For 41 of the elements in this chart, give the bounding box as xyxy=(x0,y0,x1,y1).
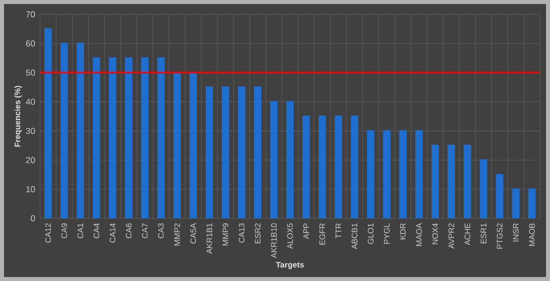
x-tick-label: ALOX5 xyxy=(287,223,293,249)
x-tick-label: ESR2 xyxy=(254,223,261,244)
x-tick-label: ACHE xyxy=(464,223,470,246)
x-tick-label: APP xyxy=(303,223,309,240)
y-tick-label: 10 xyxy=(26,186,35,192)
y-tick-label: 70 xyxy=(26,11,35,18)
x-tick-label: CA6 xyxy=(126,223,132,238)
x-tick-label: MAOA xyxy=(416,223,422,246)
x-tick-label: CA4 xyxy=(94,223,100,238)
x-tick-label: CA1 xyxy=(78,223,84,238)
x-tick-label: CA3 xyxy=(158,223,164,238)
x-tick-label: AVPR2 xyxy=(448,223,454,249)
y-axis-title: Frequencies (%) xyxy=(14,86,22,147)
x-tick-label: AKR1B1 xyxy=(206,223,212,254)
x-tick-label: CA14 xyxy=(110,223,116,243)
x-tick-label: CA7 xyxy=(142,223,148,238)
y-tick-label: 30 xyxy=(26,128,35,134)
x-tick-label: ABCB1 xyxy=(352,223,358,250)
x-tick-label: MAOB xyxy=(529,223,535,246)
x-tick-label: AKR1B10 xyxy=(271,223,277,258)
x-tick-label: TTR xyxy=(336,223,342,238)
y-tick-label: 20 xyxy=(26,156,35,164)
x-tick-label: PYGL xyxy=(384,223,390,244)
x-tick-label: CA9 xyxy=(61,223,68,238)
x-tick-label: KDR xyxy=(400,223,406,240)
x-tick-label: CA12 xyxy=(45,223,51,243)
x-tick-label: MMP2 xyxy=(174,223,180,246)
x-tick-label: NOX4 xyxy=(432,223,438,244)
y-tick-label: 0 xyxy=(30,215,35,222)
x-tick-label: CA13 xyxy=(238,223,244,243)
x-tick-label: ESR1 xyxy=(480,223,486,244)
y-tick-label: 60 xyxy=(26,40,35,47)
y-tick-label: 50 xyxy=(26,70,35,76)
x-tick-label: EGFR xyxy=(319,223,326,245)
x-tick-label: CA5A xyxy=(190,223,196,244)
x-axis-title: Targets xyxy=(276,262,304,270)
x-tick-label: GLO1 xyxy=(368,223,374,244)
x-tick-label: INSR xyxy=(512,223,519,242)
x-tick-label: PTGS2 xyxy=(496,223,503,249)
y-tick-label: 40 xyxy=(26,98,35,105)
x-tick-label: MMP9 xyxy=(222,223,228,246)
